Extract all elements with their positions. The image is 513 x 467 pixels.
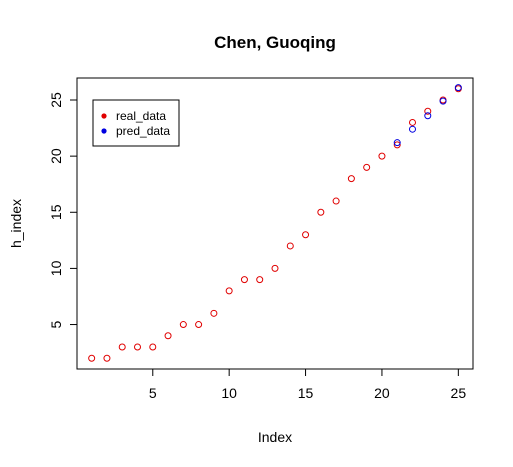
pred-data-point [454, 84, 462, 92]
pred-data-point [424, 112, 432, 120]
legend-box [92, 99, 180, 147]
real-data-point [179, 321, 187, 329]
x-axis-label: Index [258, 429, 292, 445]
legend: real_data pred_data [92, 99, 180, 147]
real-data-point [134, 343, 141, 351]
real-data-point [103, 354, 111, 362]
legend-label-real-data: real_data [116, 109, 166, 123]
x-tick-label: 5 [149, 385, 157, 401]
x-tick-label: 10 [221, 385, 237, 401]
x-axis: 5 10 15 20 25 [149, 368, 467, 401]
y-axis-label: h_index [8, 199, 24, 248]
legend-label-pred-data: pred_data [116, 124, 170, 138]
real-data-point [271, 264, 279, 272]
y-tick-label: 10 [48, 260, 64, 276]
real-data-point [424, 107, 432, 115]
x-tick-label: 20 [374, 385, 390, 401]
real-data-point [378, 152, 386, 160]
real-data-point [256, 276, 264, 284]
real-data-point [332, 197, 340, 205]
y-axis: 5 10 15 20 25 [48, 92, 78, 328]
real-data-point [195, 321, 203, 329]
real-data-point [164, 332, 172, 340]
y-tick-label: 25 [48, 92, 64, 108]
pred-data-point [393, 139, 401, 147]
real-data-point [118, 343, 126, 351]
y-tick-label: 20 [48, 148, 64, 164]
real-data-point [393, 141, 401, 149]
real-data-point [286, 242, 294, 250]
real-data-point [363, 163, 371, 171]
real-data-point [302, 231, 310, 239]
x-tick-label: 15 [298, 385, 314, 401]
real-data-point [317, 208, 325, 216]
real-data-point [149, 343, 157, 351]
real-data-point [347, 175, 355, 183]
real-data-point [225, 287, 233, 295]
chart-title: Chen, Guoqing [214, 33, 336, 52]
real-data-point [88, 354, 96, 362]
pred-data-point [409, 125, 416, 133]
real-data-point [409, 118, 416, 126]
data-points [88, 84, 462, 362]
legend-marker-real-data [101, 113, 107, 119]
real-data-point [240, 276, 248, 284]
legend-marker-pred-data [101, 128, 107, 134]
real-data-point [210, 309, 218, 317]
pred-data-point [439, 97, 447, 105]
y-tick-label: 5 [48, 320, 64, 328]
y-tick-label: 15 [48, 204, 64, 220]
x-tick-label: 25 [451, 385, 467, 401]
